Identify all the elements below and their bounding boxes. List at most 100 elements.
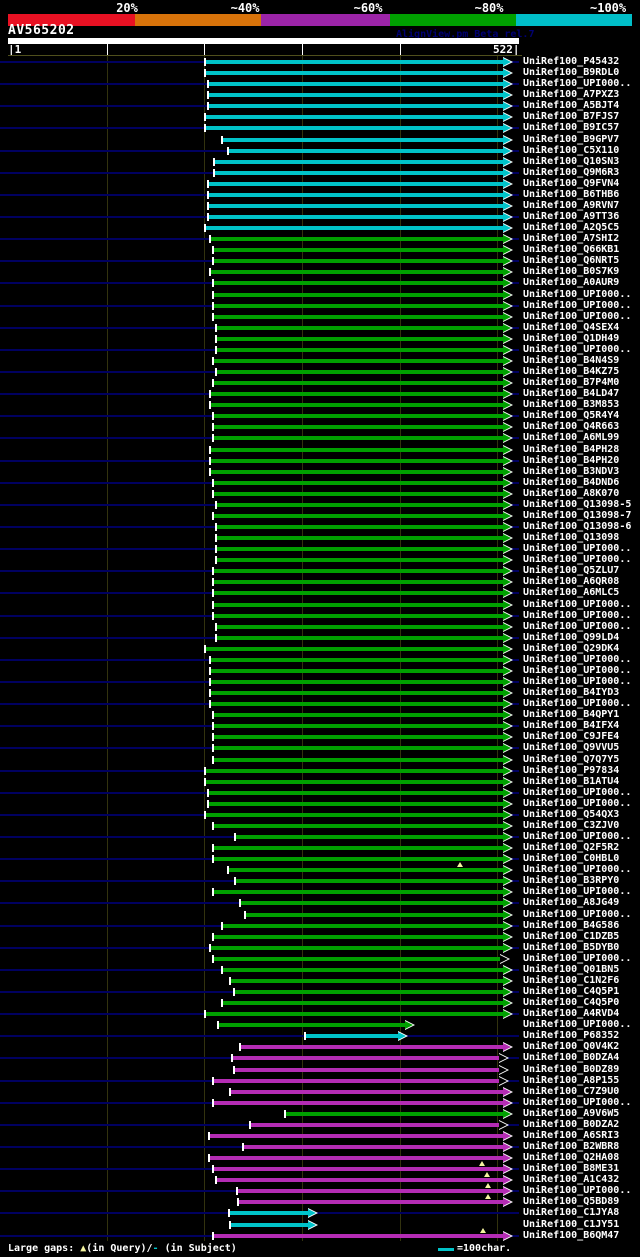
hit-bar[interactable]	[230, 979, 503, 983]
hit-label[interactable]: UniRef100_B9RDL0	[523, 67, 620, 78]
hit-label[interactable]: UniRef100_B9IC57	[523, 122, 620, 133]
hit-bar[interactable]	[213, 259, 503, 263]
hit-label[interactable]: UniRef100_A2Q5C5	[523, 222, 620, 233]
hit-bar[interactable]	[213, 359, 503, 363]
hit-bar[interactable]	[216, 503, 503, 507]
hit-bar[interactable]	[213, 436, 503, 440]
hit-bar[interactable]	[210, 392, 503, 396]
hit-bar[interactable]	[210, 658, 503, 662]
hit-label[interactable]: UniRef100_B5DYB0	[523, 942, 620, 953]
hit-label[interactable]: UniRef100_A7PXZ3	[523, 89, 620, 100]
hit-bar[interactable]	[245, 913, 503, 917]
hit-bar[interactable]	[222, 968, 503, 972]
hit-bar[interactable]	[208, 82, 503, 86]
hit-bar[interactable]	[210, 702, 503, 706]
hit-bar[interactable]	[214, 160, 503, 164]
hit-bar[interactable]	[222, 924, 503, 928]
hit-label[interactable]: UniRef100_B8ME31	[523, 1163, 620, 1174]
hit-bar[interactable]	[213, 1101, 503, 1105]
hit-bar[interactable]	[213, 248, 503, 252]
hit-bar[interactable]	[210, 470, 503, 474]
hit-label[interactable]: UniRef100_UPI000..	[523, 1019, 632, 1030]
hit-bar[interactable]	[213, 614, 503, 618]
hit-bar[interactable]	[232, 1056, 499, 1060]
hit-bar[interactable]	[213, 514, 503, 518]
hit-label[interactable]: UniRef100_B7P4M0	[523, 377, 620, 388]
hit-bar[interactable]	[205, 780, 503, 784]
hit-label[interactable]: UniRef100_B4KZ75	[523, 366, 620, 377]
hit-label[interactable]: UniRef100_UPI000..	[523, 311, 632, 322]
hit-bar[interactable]	[230, 1223, 308, 1227]
hit-label[interactable]: UniRef100_UPI000..	[523, 953, 632, 964]
hit-label[interactable]: UniRef100_UPI000..	[523, 909, 632, 920]
hit-label[interactable]: UniRef100_C4Q5P1	[523, 986, 620, 997]
hit-label[interactable]: UniRef100_A6SRI3	[523, 1130, 620, 1141]
hit-bar[interactable]	[210, 270, 503, 274]
hit-label[interactable]: UniRef100_B2WBR8	[523, 1141, 620, 1152]
hit-bar[interactable]	[229, 1211, 308, 1215]
hit-bar[interactable]	[216, 547, 503, 551]
hit-bar[interactable]	[210, 403, 503, 407]
hit-bar[interactable]	[208, 802, 503, 806]
hit-label[interactable]: UniRef100_UPI000..	[523, 665, 632, 676]
hit-label[interactable]: UniRef100_Q9FVN4	[523, 178, 620, 189]
hit-label[interactable]: UniRef100_C1DZB5	[523, 931, 620, 942]
hit-bar[interactable]	[216, 536, 503, 540]
hit-bar[interactable]	[213, 281, 503, 285]
hit-bar[interactable]	[222, 138, 503, 142]
hit-bar[interactable]	[216, 370, 503, 374]
hit-bar[interactable]	[205, 115, 503, 119]
hit-label[interactable]: UniRef100_Q4R663	[523, 421, 620, 432]
hit-label[interactable]: UniRef100_UPI000..	[523, 787, 632, 798]
hit-label[interactable]: UniRef100_A1C432	[523, 1174, 620, 1185]
hit-bar[interactable]	[234, 990, 503, 994]
hit-label[interactable]: UniRef100_P45432	[523, 56, 620, 67]
hit-bar[interactable]	[205, 126, 503, 130]
hit-bar[interactable]	[213, 935, 503, 939]
hit-label[interactable]: UniRef100_Q7Q7Y5	[523, 754, 620, 765]
hit-label[interactable]: UniRef100_B4G586	[523, 920, 620, 931]
hit-label[interactable]: UniRef100_Q13098-7	[523, 510, 632, 521]
hit-bar[interactable]	[213, 492, 503, 496]
hit-label[interactable]: UniRef100_A7SHI2	[523, 233, 620, 244]
hit-bar[interactable]	[205, 226, 503, 230]
hit-label[interactable]: UniRef100_Q66KB1	[523, 244, 620, 255]
hit-label[interactable]: UniRef100_UPI000..	[523, 78, 632, 89]
hit-bar[interactable]	[228, 149, 503, 153]
hit-label[interactable]: UniRef100_A8JG49	[523, 897, 620, 908]
hit-label[interactable]: UniRef100_C0HBL0	[523, 853, 620, 864]
hit-bar[interactable]	[210, 237, 503, 241]
hit-bar[interactable]	[213, 724, 503, 728]
hit-bar[interactable]	[216, 337, 503, 341]
hit-label[interactable]: UniRef100_UPI000..	[523, 698, 632, 709]
hit-label[interactable]: UniRef100_A6ML99	[523, 432, 620, 443]
hit-bar[interactable]	[213, 758, 503, 762]
hit-bar[interactable]	[240, 901, 503, 905]
hit-label[interactable]: UniRef100_C3ZJV0	[523, 820, 620, 831]
hit-bar[interactable]	[205, 60, 503, 64]
hit-label[interactable]: UniRef100_UPI000..	[523, 344, 632, 355]
hit-label[interactable]: UniRef100_B4DND6	[523, 477, 620, 488]
hit-bar[interactable]	[208, 104, 503, 108]
hit-label[interactable]: UniRef100_B1ATU4	[523, 776, 620, 787]
hit-bar[interactable]	[205, 813, 503, 817]
hit-label[interactable]: UniRef100_Q13098-6	[523, 521, 632, 532]
hit-label[interactable]: UniRef100_B4LD47	[523, 388, 620, 399]
hit-label[interactable]: UniRef100_Q9M6R3	[523, 167, 620, 178]
hit-bar[interactable]	[213, 414, 503, 418]
hit-label[interactable]: UniRef100_A6MLC5	[523, 587, 620, 598]
hit-bar[interactable]	[205, 769, 503, 773]
hit-label[interactable]: UniRef100_UPI000..	[523, 654, 632, 665]
hit-label[interactable]: UniRef100_B0S7K9	[523, 266, 620, 277]
hit-label[interactable]: UniRef100_C4Q5P0	[523, 997, 620, 1008]
hit-label[interactable]: UniRef100_B4PH28	[523, 444, 620, 455]
hit-label[interactable]: UniRef100_Q2F5R2	[523, 842, 620, 853]
hit-label[interactable]: UniRef100_A4RVD4	[523, 1008, 620, 1019]
hit-bar[interactable]	[205, 647, 503, 651]
hit-bar[interactable]	[238, 1200, 503, 1204]
hit-label[interactable]: UniRef100_UPI000..	[523, 864, 632, 875]
hit-label[interactable]: UniRef100_Q01BN5	[523, 964, 620, 975]
hit-bar[interactable]	[208, 204, 503, 208]
hit-bar[interactable]	[210, 680, 503, 684]
hit-label[interactable]: UniRef100_Q1DH49	[523, 333, 620, 344]
